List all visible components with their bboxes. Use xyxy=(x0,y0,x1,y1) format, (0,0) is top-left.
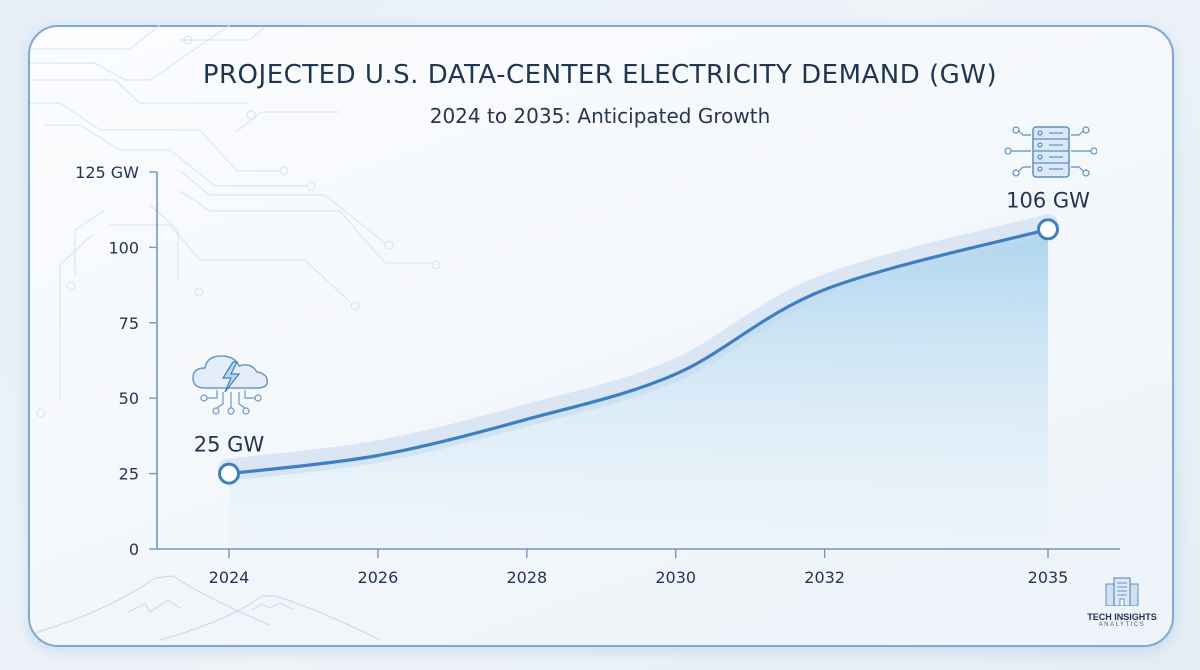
x-tick-label: 2035 xyxy=(1028,568,1069,587)
start-value-label: 25 GW xyxy=(194,433,265,457)
mountain-decoration xyxy=(34,575,381,641)
circuit-decoration xyxy=(30,24,441,418)
y-tick-label: 50 xyxy=(119,389,139,408)
x-tick-label: 2032 xyxy=(804,568,845,587)
y-tick-label: 25 xyxy=(119,465,139,484)
y-tick-label: 125 GW xyxy=(75,163,139,182)
area-fill xyxy=(229,229,1048,547)
series-line xyxy=(227,227,1050,476)
x-tick-label: 2028 xyxy=(506,568,547,587)
brand-subtitle: ANALYTICS xyxy=(1098,622,1146,628)
line-brush-halo xyxy=(218,214,1059,481)
x-tick-label: 2026 xyxy=(358,568,399,587)
y-tick-label: 0 xyxy=(129,540,139,559)
server-rack-circuit-icon xyxy=(1004,126,1097,178)
chart-subtitle: 2024 to 2035: Anticipated Growth xyxy=(429,104,771,128)
end-value-label: 106 GW xyxy=(1006,188,1090,212)
y-tick-label: 100 xyxy=(108,238,139,257)
chart-title: PROJECTED U.S. DATA-CENTER ELECTRICITY D… xyxy=(202,60,998,90)
x-tick-label: 2024 xyxy=(209,568,250,587)
x-tick-label: 2030 xyxy=(655,568,696,587)
plot-area: 25 GW 106 GW xyxy=(194,188,1090,547)
brand-logo: TECH INSIGHTS ANALYTICS xyxy=(1082,576,1162,628)
brand-name: TECH INSIGHTS xyxy=(1087,612,1157,622)
cloud-lightning-circuit-icon xyxy=(192,355,269,415)
start-point-marker xyxy=(218,462,240,485)
office-building-icon xyxy=(1105,577,1139,607)
end-point-marker xyxy=(1037,218,1059,241)
y-tick-label: 75 xyxy=(119,314,139,333)
axes: 0 25 50 75 100 125 GW 2024 2026 2028 2030 2032 2035 xyxy=(75,163,1120,587)
